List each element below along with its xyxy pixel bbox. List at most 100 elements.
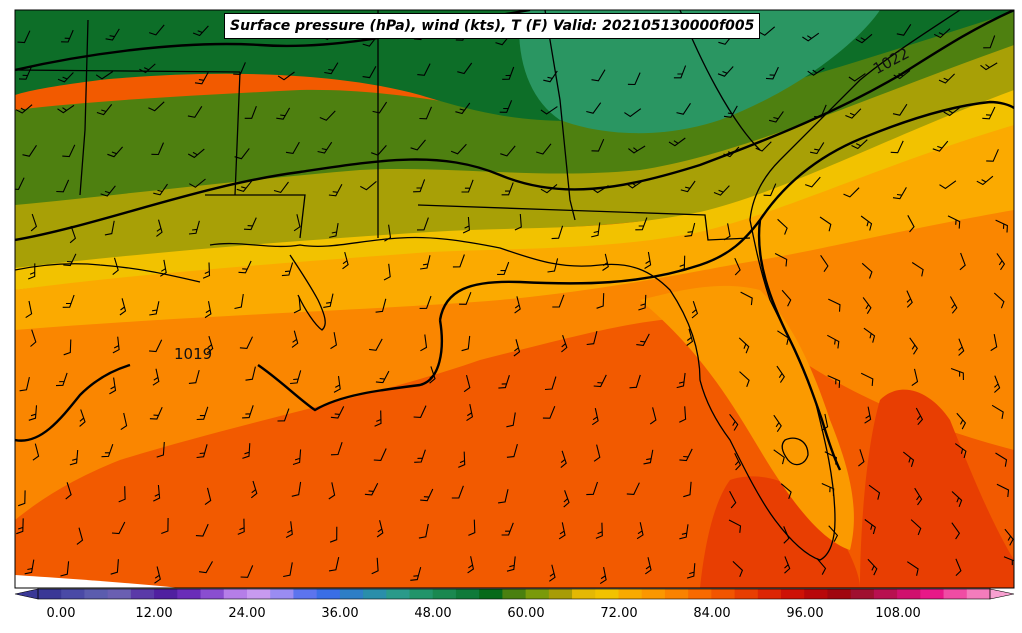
temp-band-amber-florida (640, 285, 854, 550)
wind-barb (776, 365, 785, 383)
wind-barb (362, 66, 377, 79)
wind-barb (591, 138, 605, 152)
wind-barb (233, 62, 246, 75)
wind-barb (728, 519, 742, 533)
mississippi-delta (289, 254, 326, 331)
wind-barb (79, 409, 86, 427)
wind-barb (996, 253, 1006, 271)
wind-barb (983, 35, 996, 49)
wind-barb (18, 490, 26, 507)
state-border-la-ms (205, 194, 306, 239)
wind-barb (467, 556, 475, 574)
wind-barb (676, 372, 686, 389)
wind-barb (691, 301, 699, 319)
wind-barb (369, 338, 383, 351)
wind-barb (938, 73, 955, 84)
wind-barb (909, 337, 918, 355)
state-border-fl-ga (417, 204, 751, 241)
colorbar-cell (873, 589, 898, 599)
wind-barb (292, 449, 302, 466)
wind-barb (591, 69, 606, 82)
wind-barb (497, 261, 510, 275)
wind-barb (285, 141, 300, 155)
wind-barb (740, 291, 753, 306)
wind-barb (955, 558, 962, 576)
temp-band-white-corner (15, 575, 180, 588)
colorbar-cell (827, 589, 852, 599)
wind-barb (626, 482, 640, 495)
wind-barb (958, 338, 965, 356)
wind-barb (25, 300, 33, 319)
wind-barb (63, 253, 77, 267)
temp-band-olive (15, 40, 1014, 268)
wind-barb (237, 518, 245, 535)
wind-barb (644, 557, 652, 575)
colorbar-cell (502, 589, 527, 599)
wind-barb (951, 522, 961, 540)
wind-barb (805, 176, 821, 188)
wind-barb (202, 262, 211, 279)
colorbar-frame (37, 588, 991, 600)
wind-barb (242, 405, 254, 419)
wind-barb (250, 480, 258, 499)
colorbar-cell (943, 589, 968, 599)
wind-barb (419, 295, 432, 309)
wind-barb (330, 406, 345, 419)
wind-barb (333, 376, 341, 393)
wind-barb (629, 374, 641, 389)
wind-barb (845, 108, 862, 119)
wind-barb (342, 251, 349, 270)
wind-barb (679, 524, 689, 540)
wind-barb (636, 333, 650, 346)
wind-barb (843, 187, 860, 198)
wind-barb (360, 180, 377, 191)
wind-barb (243, 217, 257, 231)
wind-barb (668, 137, 686, 147)
wind-barb (828, 525, 839, 542)
colorbar-tick-label: 72.00 (600, 606, 638, 621)
wind-barb (293, 296, 301, 314)
wind-barb (933, 28, 951, 39)
wind-barb (954, 443, 967, 459)
wind-barb (204, 301, 212, 319)
wind-barb (281, 262, 294, 277)
wind-barb (827, 334, 840, 349)
wind-barb (419, 106, 433, 120)
wind-barb (277, 71, 295, 81)
wind-barb (410, 566, 422, 581)
wind-barb (820, 254, 829, 273)
wind-barb (499, 100, 513, 113)
temperature-field (15, 10, 1014, 588)
wind-barb (591, 185, 609, 194)
wind-barb (991, 404, 1004, 419)
wind-barb (452, 254, 465, 268)
wind-barb (276, 107, 291, 120)
wind-barb (855, 33, 873, 44)
isobar-1019-loop (257, 319, 443, 412)
wind-barb (148, 101, 165, 112)
wind-barb (61, 29, 74, 43)
colorbar-tick-label: 24.00 (228, 606, 266, 621)
wind-barb (501, 522, 514, 536)
colorbar-cell (920, 589, 945, 599)
wind-barb (729, 413, 739, 431)
wind-barb (120, 412, 128, 431)
coastlines-borders (15, 10, 961, 561)
wind-barb (635, 217, 648, 231)
wind-barb (506, 412, 516, 428)
wind-barb (994, 375, 1001, 393)
wind-barb (498, 375, 510, 389)
wind-barb (65, 482, 72, 500)
wind-barb (599, 566, 607, 585)
wind-barb (959, 252, 966, 271)
colorbar-tick-label: 48.00 (414, 606, 452, 621)
wind-barb (986, 149, 999, 162)
wind-barb (976, 175, 994, 186)
wind-barb (371, 557, 379, 575)
wind-barb (684, 222, 696, 237)
colorbar-cell (270, 589, 295, 599)
wind-barb (329, 223, 339, 238)
wind-barb (364, 483, 379, 496)
wind-barb (101, 444, 114, 458)
wind-barb (112, 336, 120, 354)
